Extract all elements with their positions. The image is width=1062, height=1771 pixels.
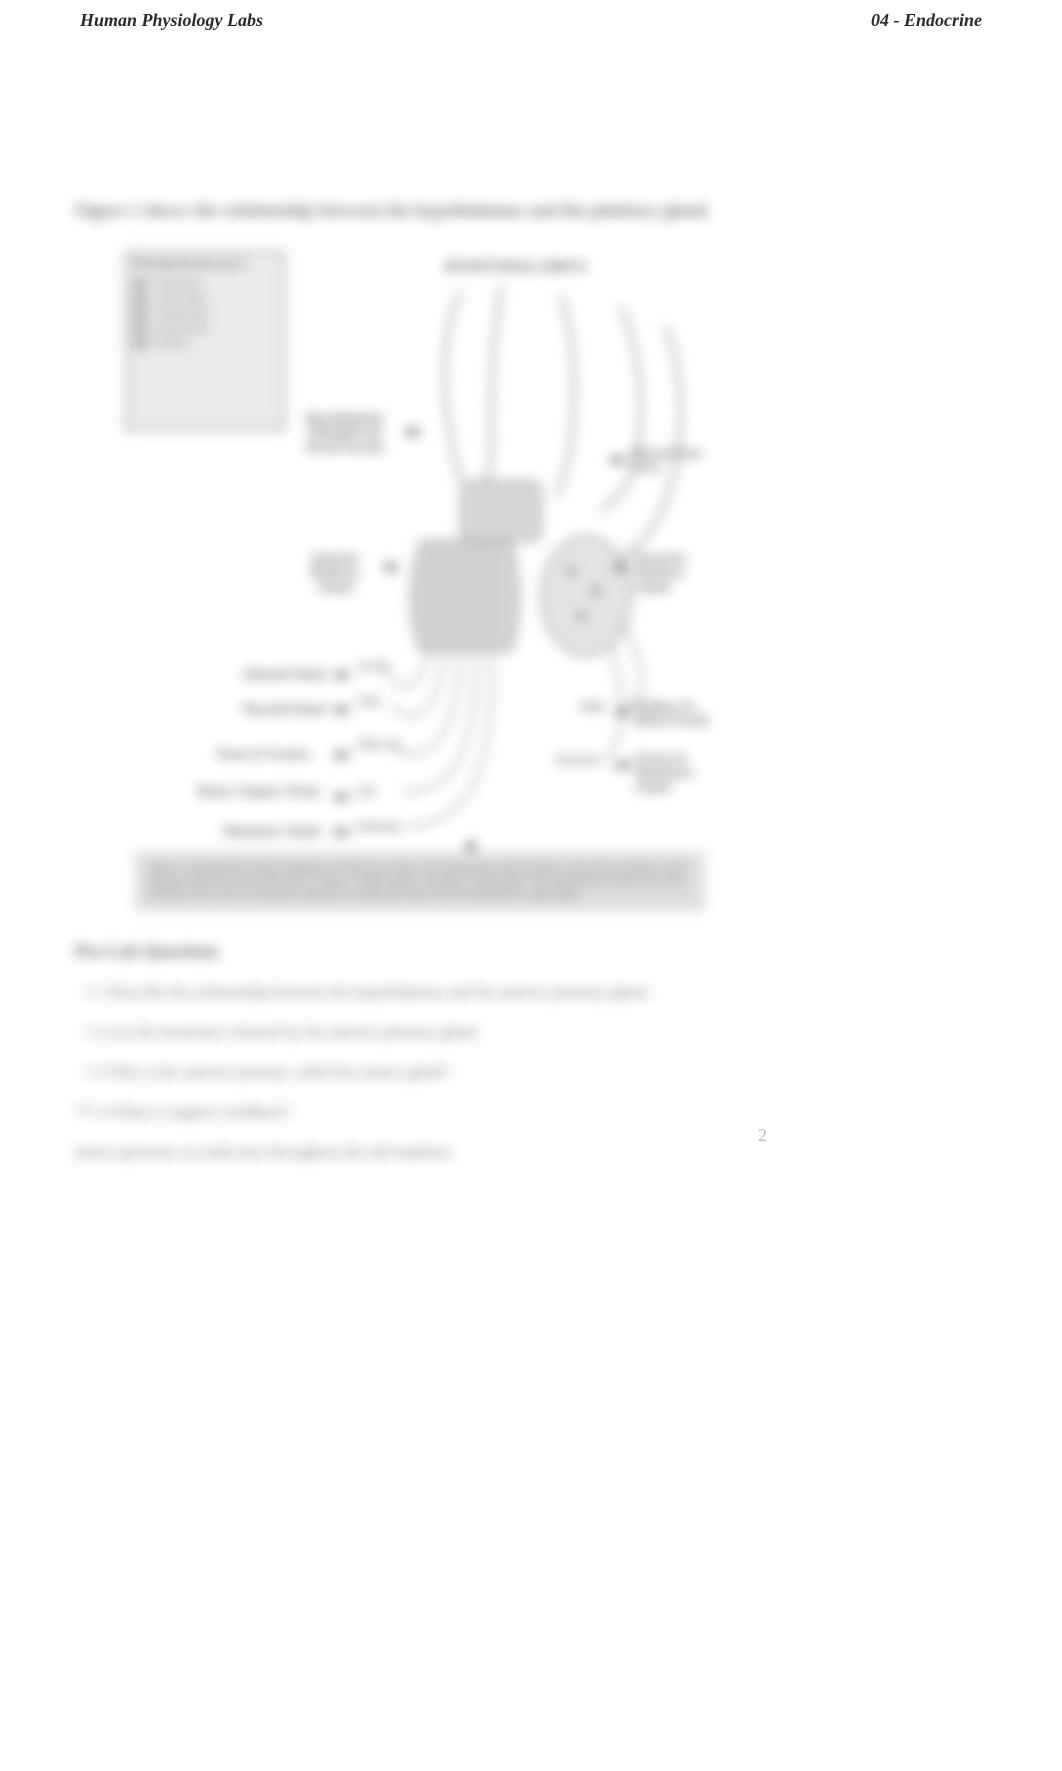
figure-caption-block: Figure 1. Hypothalamus-Pituitary Regulat… bbox=[135, 852, 705, 911]
target-label: Mammary Gland bbox=[180, 823, 320, 839]
header-left: Human Physiology Labs bbox=[80, 10, 263, 31]
hormone-label: FSH, LH bbox=[357, 739, 400, 751]
question: 1.1 Describe the relationship between th… bbox=[75, 984, 987, 1002]
portal-system-label: Hypothalamic Hypophyseal Portal System bbox=[295, 411, 395, 454]
hormone-label: ACTH bbox=[357, 661, 389, 673]
prelab-title: Pre-Lab Questions bbox=[75, 941, 987, 962]
target-label: Thyroid Gland bbox=[185, 701, 325, 717]
target-label: Kidneys & Blood Vessels bbox=[635, 699, 725, 728]
neural-tract-label: Neural Axon Tract bbox=[631, 446, 711, 475]
diagram: Releasing Hormones go to: Thyrotropin Co… bbox=[75, 251, 987, 911]
question: **1.4 What is negative feedback? bbox=[75, 1104, 987, 1122]
target-label: Uterus & Mammary Gland bbox=[635, 751, 725, 794]
page-number: 2 bbox=[758, 1125, 767, 1146]
hormone-label: ADH bbox=[579, 701, 603, 713]
hormone-label: Prolactin bbox=[357, 821, 400, 833]
anatomy-svg bbox=[75, 251, 987, 911]
anterior-label: Anterior Pituitary Gland bbox=[295, 551, 375, 594]
posterior-label: Posterior Pituitary Gland bbox=[635, 551, 715, 594]
hormone-label: TSH bbox=[357, 696, 379, 708]
blurred-content: Figure 1 shows the relationship between … bbox=[75, 200, 987, 1162]
header-right: 04 - Endocrine bbox=[871, 10, 982, 31]
target-label: Bones, Organs, Tissue bbox=[180, 783, 320, 799]
question: 1.2 List the hormones released by the an… bbox=[75, 1024, 987, 1042]
hormone-label: GH bbox=[357, 786, 374, 798]
target-label: Adrenal Gland bbox=[185, 666, 325, 682]
note-text: (more questions on endocrine throughout … bbox=[75, 1144, 987, 1162]
figure-caption: Figure 1 shows the relationship between … bbox=[75, 200, 987, 221]
hormone-label: Oxytocin bbox=[555, 754, 598, 766]
question: 1.3 Why is the anterior pituitary called… bbox=[75, 1064, 987, 1082]
target-label: Testes & Ovaries bbox=[170, 746, 310, 762]
